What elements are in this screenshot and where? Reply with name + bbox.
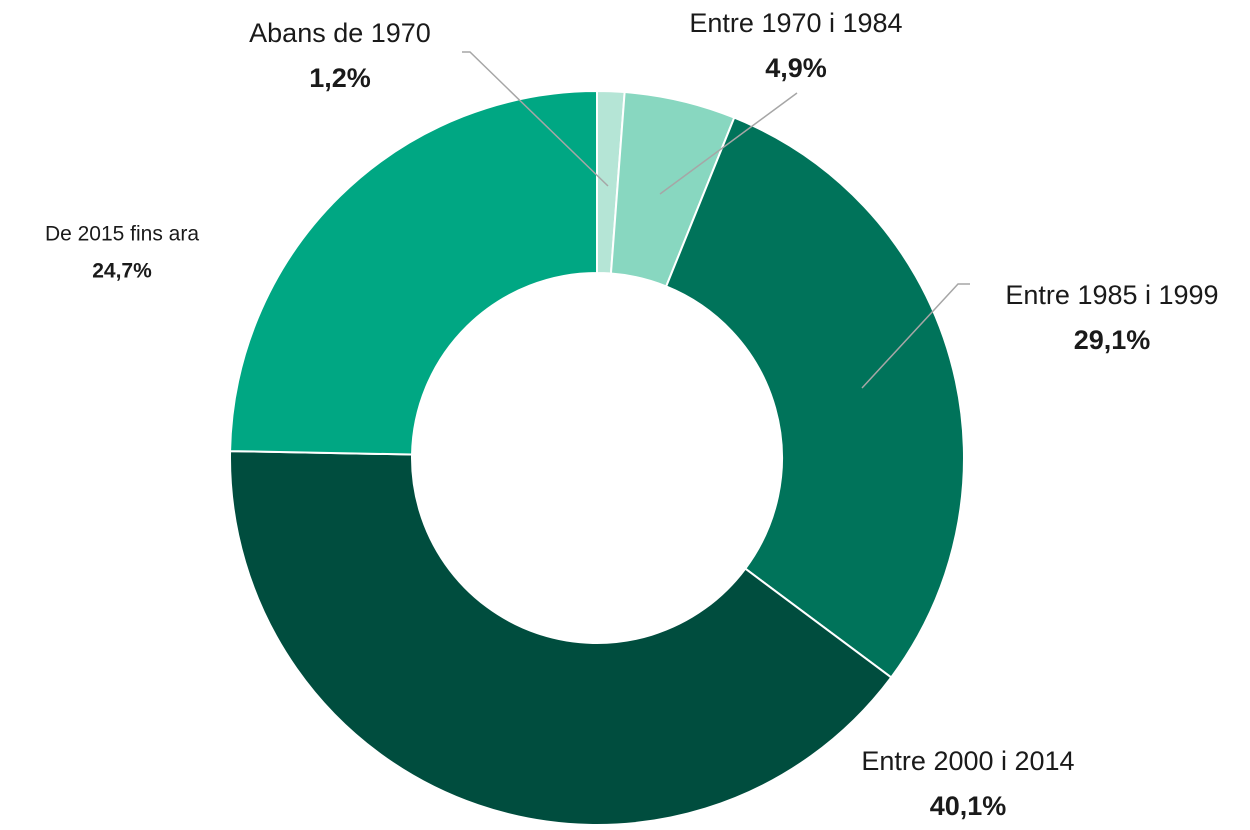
slice-value-label: 4,9% (765, 53, 827, 83)
slice-value-label: 29,1% (1074, 325, 1151, 355)
donut-slice (229, 450, 893, 826)
slice-label: De 2015 fins ara (45, 223, 199, 246)
slice-label: Entre 1985 i 1999 (1005, 280, 1218, 310)
slice-value-label: 40,1% (930, 791, 1007, 821)
slice-label: Abans de 1970 (249, 18, 431, 48)
slice-value-label: 24,7% (92, 260, 152, 283)
donut-slice (664, 116, 965, 679)
leader-line (659, 92, 798, 195)
leader-line (462, 51, 609, 187)
slice-label: Entre 2000 i 2014 (861, 746, 1074, 776)
leader-line (861, 283, 970, 389)
slice-label: Entre 1970 i 1984 (689, 8, 902, 38)
slice-value-label: 1,2% (309, 63, 371, 93)
donut-slice (229, 89, 598, 456)
